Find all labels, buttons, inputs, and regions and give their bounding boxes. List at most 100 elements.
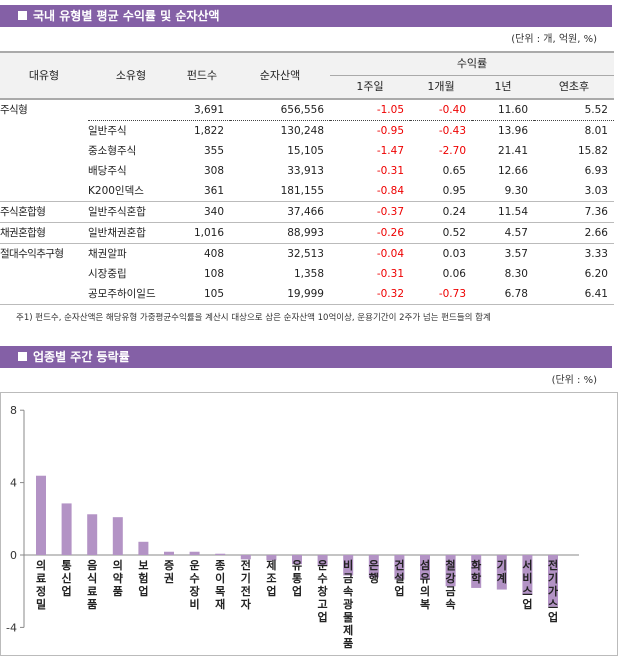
unit-label: (단위 : 개, 억원, %) [511, 34, 597, 45]
return-ytd: 6.20 [584, 268, 608, 280]
col-minor: 소유형 [88, 52, 174, 99]
return-1m: 0.24 [410, 201, 472, 223]
table-row: 채권혼합형 일반채권혼합 1,016 88,993 -0.26 0.52 4.57 2.66 [0, 222, 614, 244]
return-1m: -0.73 [410, 284, 472, 305]
return-1w: -0.31 [376, 268, 404, 280]
minor-type: K200인덱스 [88, 181, 174, 202]
return-1y: 4.57 [472, 222, 534, 244]
table-row: 주식혼합형 일반주식혼합 340 37,466 -0.37 0.24 11.54 7.36 [0, 201, 614, 223]
bar [420, 555, 430, 580]
bar [445, 555, 456, 587]
section-title: 업종별 주간 등락률 [33, 350, 130, 364]
col-assets: 순자산액 [230, 52, 330, 99]
bar [61, 503, 72, 555]
return-1m: -0.40 [410, 99, 472, 121]
square-bullet-icon [18, 352, 27, 361]
col-funds: 펀드수 [174, 52, 230, 99]
table-row: 시장중립 108 1,358 -0.31 0.06 8.30 6.20 [0, 264, 614, 284]
return-1y: 11.60 [472, 99, 534, 121]
unit-label: (단위 : %) [551, 375, 597, 386]
minor-type: 일반주식혼합 [88, 201, 174, 223]
fund-count: 408 [203, 248, 224, 260]
return-1w: -0.31 [376, 165, 404, 177]
sector-bar-chart: 8 4 0 -4 의 료 정 밀 통 신 업 음 식 료 품 의 약 품 보 험 업 증 권 운 수 장 비 종 이 목 재 전 기 전 자 제 조 업 유… [0, 392, 618, 656]
return-ytd: 6.93 [584, 165, 608, 177]
section-header-sector: 업종별 주간 등락률 [0, 346, 612, 368]
return-1m: 0.52 [410, 222, 472, 244]
bar [240, 555, 251, 560]
minor-type: 공모주하이일드 [88, 284, 174, 305]
net-assets: 181,155 [230, 181, 330, 202]
major-type: 채권혼합형 [0, 222, 88, 244]
return-1m: 0.65 [442, 165, 466, 177]
return-1w: -0.26 [330, 222, 410, 244]
net-assets: 32,513 [287, 248, 324, 260]
bar [36, 475, 46, 555]
return-ytd: 6.41 [534, 284, 614, 305]
minor-type: 일반채권혼합 [88, 222, 174, 244]
return-1w: -1.47 [376, 145, 404, 157]
return-1w: -0.84 [330, 181, 410, 202]
y-tick-label: 8 [10, 404, 17, 417]
return-1m: -2.70 [438, 145, 466, 157]
net-assets: 130,248 [280, 125, 324, 137]
return-1y: 21.41 [497, 145, 528, 157]
net-assets: 19,999 [230, 284, 330, 305]
table-row: 주식형 3,691 656,556 -1.05 -0.40 11.60 5.52 [0, 99, 614, 121]
col-returns: 수익률 [330, 52, 614, 76]
fund-count: 108 [203, 268, 224, 280]
bar [317, 555, 328, 566]
return-1m: 0.06 [442, 268, 466, 280]
section-title: 국내 유형별 평균 수익률 및 순자산액 [33, 9, 220, 23]
return-ytd: 15.82 [577, 145, 608, 157]
major-type: 주식형 [0, 104, 28, 117]
return-1m: -0.43 [438, 125, 466, 137]
minor-type: 일반주식 [88, 125, 127, 137]
return-1w: -1.05 [330, 99, 410, 121]
return-1y: 13.96 [497, 125, 528, 137]
table-row: K200인덱스 361 181,155 -0.84 0.95 9.30 3.03 [0, 181, 614, 202]
return-1y: 8.30 [504, 268, 528, 280]
return-ytd: 5.52 [534, 99, 614, 121]
major-type [0, 181, 88, 202]
bar [496, 555, 507, 590]
table-row: 중소형주식 355 15,105 -1.47 -2.70 21.41 15.82 [0, 141, 614, 161]
bar [138, 541, 149, 555]
table-row: 절대수익추구형 채권알파 408 32,513 -0.04 0.03 3.57 3.33 [0, 244, 614, 265]
major-type [0, 121, 88, 142]
bar [548, 555, 558, 607]
major-type: 절대수익추구형 [0, 248, 64, 260]
footnote: 주1) 펀드수, 순자산액은 해당유형 가중평균수익률을 계산시 대상으로 삼은… [16, 313, 491, 323]
fund-count: 308 [203, 165, 224, 177]
fund-count: 361 [174, 181, 230, 202]
y-tick-label: -4 [6, 621, 17, 634]
fund-returns-table: 대유형 소유형 펀드수 순자산액 수익률 1주일 1개월 1년 연초후 주식형 3… [0, 51, 614, 305]
section-header-fund-returns: 국내 유형별 평균 수익률 및 순자산액 [0, 5, 612, 27]
bar [112, 517, 123, 555]
return-1m: 0.95 [410, 181, 472, 202]
bar [343, 555, 354, 576]
table-row: 일반주식 1,822 130,248 -0.95 -0.43 13.96 8.01 [0, 121, 614, 142]
square-bullet-icon [18, 11, 27, 20]
bar [292, 555, 302, 565]
return-ytd: 7.36 [534, 201, 614, 223]
return-ytd: 3.33 [584, 248, 608, 260]
bar [215, 553, 226, 555]
bar [394, 555, 405, 580]
net-assets: 1,358 [293, 268, 324, 280]
minor-type: 시장중립 [88, 268, 127, 280]
table-row: 배당주식 308 33,913 -0.31 0.65 12.66 6.93 [0, 161, 614, 181]
